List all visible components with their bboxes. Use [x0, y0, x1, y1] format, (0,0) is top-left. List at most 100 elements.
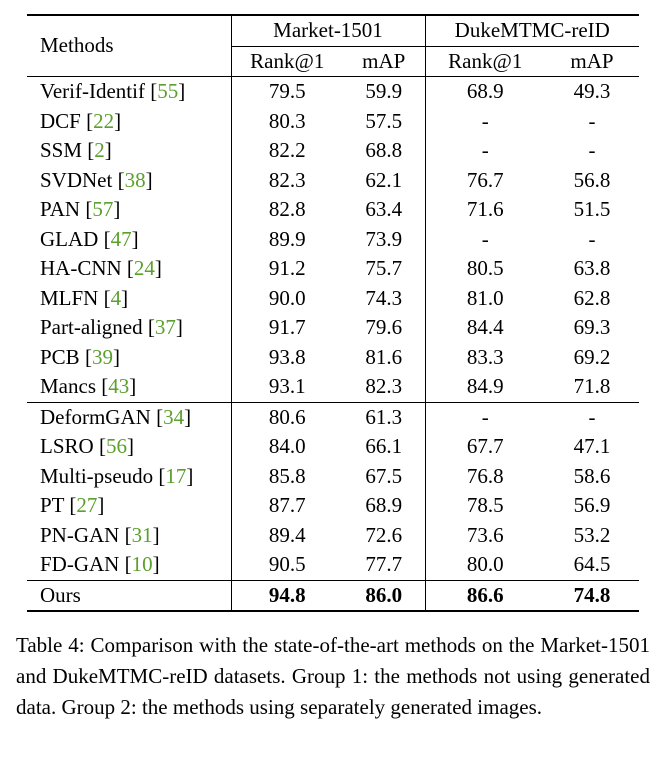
duke-map-cell: 51.5 — [573, 197, 611, 221]
table-row: SSM [2] 82.2 68.8 - - — [27, 136, 639, 166]
method-name: DCF — [40, 108, 81, 133]
dukemtmc-reid-header: DukeMTMC-reID — [425, 16, 639, 47]
duke-map-cell: 56.9 — [573, 493, 611, 517]
method-name: DeformGAN — [40, 404, 151, 429]
duke-map-cell: 64.5 — [573, 552, 611, 576]
citation-link[interactable]: 55 — [157, 79, 179, 103]
duke-map-cell: - — [588, 404, 596, 429]
method-cell: DeformGAN [34] — [27, 402, 232, 432]
citation-link[interactable]: 27 — [76, 493, 98, 517]
citation-link[interactable]: 17 — [165, 463, 187, 488]
citation-link[interactable]: 31 — [131, 522, 153, 547]
duke-rank1-cell: - — [481, 226, 489, 251]
method-name: PT — [40, 493, 65, 517]
citation-link[interactable]: 57 — [92, 197, 114, 221]
market-map-cell: 68.8 — [343, 136, 426, 166]
method-name: Verif-Identif — [40, 79, 145, 103]
citation-link[interactable]: 38 — [124, 167, 146, 192]
duke-rank1-cell: - — [481, 404, 489, 429]
method-cell: PAN [57] — [27, 195, 232, 225]
method-cell: SVDNet [38] — [27, 165, 232, 195]
method-cell: MLFN [4] — [27, 283, 232, 313]
method-cell: PT [27] — [27, 491, 232, 521]
duke-map-cell: 49.3 — [573, 79, 611, 103]
table-row: PAN [57] 82.8 63.4 71.6 51.5 — [27, 195, 639, 225]
citation-link[interactable]: 22 — [93, 108, 115, 133]
market-map-cell: 81.6 — [343, 342, 426, 372]
method-cell: GLAD [47] — [27, 224, 232, 254]
market-map-cell: 82.3 — [343, 372, 426, 403]
table-row: DCF [22] 80.3 57.5 - - — [27, 106, 639, 136]
market-rank1-cell: 91.7 — [268, 315, 306, 339]
duke-rank1-cell: - — [481, 138, 489, 162]
duke-rank1-cell: 71.6 — [466, 197, 504, 221]
duke-map-cell: 69.2 — [573, 344, 611, 369]
duke-map-cell: - — [588, 138, 596, 162]
method-cell: Verif-Identif [55] — [27, 76, 232, 107]
market-map-header: mAP — [343, 46, 426, 77]
duke-rank1-cell: 84.9 — [425, 372, 545, 403]
method-cell: Multi-pseudo [17] — [27, 461, 232, 491]
results-table-body: Methods Market-1501 DukeMTMC-reID Rank@1… — [27, 14, 639, 612]
duke-map-cell: 56.8 — [573, 167, 611, 192]
table-row: MLFN [4] 90.0 74.3 81.0 62.8 — [27, 283, 639, 313]
header-row-datasets: Methods Market-1501 DukeMTMC-reID — [27, 16, 639, 77]
citation-link[interactable]: 37 — [154, 315, 176, 339]
method-cell: Part-aligned [37] — [27, 313, 232, 343]
citation-link[interactable]: 24 — [133, 256, 155, 280]
duke-rank1-cell: 80.5 — [466, 256, 504, 280]
market-map-cell: 79.6 — [343, 313, 426, 343]
market-rank1-cell: 89.9 — [268, 226, 306, 251]
citation-link[interactable]: 34 — [163, 404, 185, 429]
table-row: Verif-Identif [55] 79.5 59.9 68.9 49.3 — [27, 76, 639, 107]
citation-link[interactable]: 10 — [131, 552, 153, 576]
market-map-cell: 62.1 — [343, 165, 426, 195]
duke-rank1-cell: 67.7 — [466, 434, 504, 458]
market-rank1-cell: 91.2 — [268, 256, 306, 280]
method-name: Multi-pseudo — [40, 463, 154, 488]
citation-link[interactable]: 56 — [105, 434, 127, 458]
table-row: GLAD [47] 89.9 73.9 - - — [27, 224, 639, 254]
market-rank1-cell: 82.3 — [268, 167, 306, 192]
method-cell: FD-GAN [10] — [27, 550, 232, 580]
market-rank1-cell: 82.2 — [268, 138, 306, 162]
market-rank1-header: Rank@1 — [231, 46, 343, 77]
duke-map-cell: 71.8 — [545, 372, 639, 403]
citation-link[interactable]: 4 — [110, 285, 122, 310]
method-name: Mancs — [40, 374, 96, 398]
method-cell: PN-GAN [31] — [27, 520, 232, 550]
market-rank1-cell-ours: 94.8 — [231, 579, 343, 612]
market-rank1-cell: 90.0 — [268, 285, 306, 310]
method-name: GLAD — [40, 226, 99, 251]
citation-link[interactable]: 47 — [110, 226, 132, 251]
table-row: PT [27] 87.7 68.9 78.5 56.9 — [27, 491, 639, 521]
method-name: SVDNet — [40, 167, 113, 192]
table-row: HA-CNN [24] 91.2 75.7 80.5 63.8 — [27, 254, 639, 284]
method-cell: DCF [22] — [27, 106, 232, 136]
table-row-ours: Ours 94.8 86.0 86.6 74.8 — [27, 579, 639, 612]
market-rank1-cell: 93.8 — [268, 344, 306, 369]
duke-rank1-cell-ours: 86.6 — [425, 579, 545, 612]
method-name: LSRO — [40, 434, 94, 458]
table-row: Mancs [43] 93.1 82.3 84.9 71.8 — [27, 372, 639, 403]
citation-link[interactable]: 2 — [94, 138, 105, 162]
market-map-cell: 73.9 — [343, 224, 426, 254]
citation-link[interactable]: 39 — [91, 344, 113, 369]
market-map-cell: 74.3 — [343, 283, 426, 313]
duke-map-cell: 53.2 — [573, 522, 611, 547]
duke-rank1-cell: - — [481, 108, 489, 133]
duke-rank1-cell: 73.6 — [466, 522, 504, 547]
duke-rank1-cell: 78.5 — [466, 493, 504, 517]
method-name: FD-GAN — [40, 552, 120, 576]
market-rank1-cell: 80.3 — [268, 108, 306, 133]
citation-link[interactable]: 43 — [108, 374, 130, 398]
table-row: PCB [39] 93.8 81.6 83.3 69.2 — [27, 342, 639, 372]
market-rank1-cell: 84.0 — [268, 434, 306, 458]
duke-map-cell: 63.8 — [573, 256, 611, 280]
method-name-ours: Ours — [27, 579, 232, 612]
duke-map-cell: - — [588, 226, 596, 251]
duke-rank1-cell: 83.3 — [466, 344, 504, 369]
header-row-metrics: Rank@1 mAP Rank@1 mAP — [27, 46, 639, 77]
market-map-cell: 61.3 — [343, 402, 426, 432]
market-map-cell: 57.5 — [343, 106, 426, 136]
